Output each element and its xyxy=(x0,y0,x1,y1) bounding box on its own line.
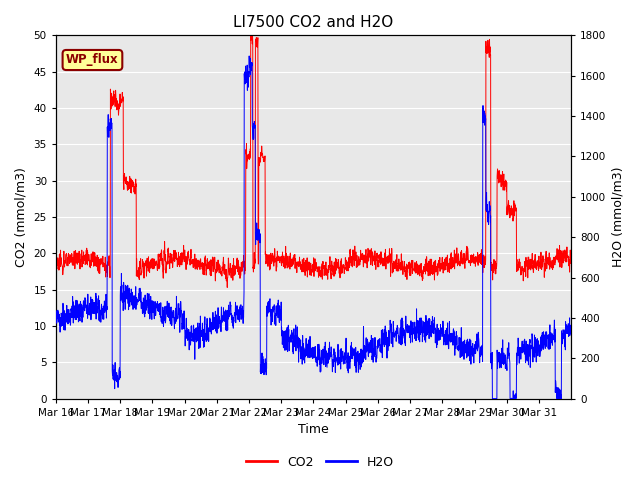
X-axis label: Time: Time xyxy=(298,423,329,436)
Y-axis label: CO2 (mmol/m3): CO2 (mmol/m3) xyxy=(15,167,28,267)
Text: WP_flux: WP_flux xyxy=(66,53,119,67)
Y-axis label: H2O (mmol/m3): H2O (mmol/m3) xyxy=(612,167,625,267)
Title: LI7500 CO2 and H2O: LI7500 CO2 and H2O xyxy=(234,15,394,30)
Legend: CO2, H2O: CO2, H2O xyxy=(241,451,399,474)
